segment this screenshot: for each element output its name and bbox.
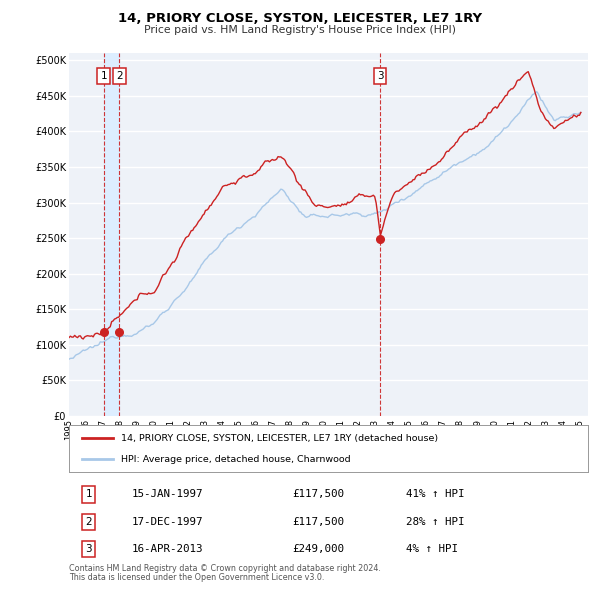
Bar [104, 53, 119, 416]
Text: 2: 2 [85, 517, 92, 527]
Text: 15-JAN-1997: 15-JAN-1997 [131, 490, 203, 499]
Text: 4% ↑ HPI: 4% ↑ HPI [406, 544, 458, 554]
Text: 1: 1 [100, 71, 107, 81]
Text: 14, PRIORY CLOSE, SYSTON, LEICESTER, LE7 1RY (detached house): 14, PRIORY CLOSE, SYSTON, LEICESTER, LE7… [121, 434, 438, 442]
Text: 14, PRIORY CLOSE, SYSTON, LEICESTER, LE7 1RY: 14, PRIORY CLOSE, SYSTON, LEICESTER, LE7… [118, 12, 482, 25]
Text: £117,500: £117,500 [292, 490, 344, 499]
Text: 16-APR-2013: 16-APR-2013 [131, 544, 203, 554]
Text: Contains HM Land Registry data © Crown copyright and database right 2024.: Contains HM Land Registry data © Crown c… [69, 564, 381, 573]
Text: HPI: Average price, detached house, Charnwood: HPI: Average price, detached house, Char… [121, 455, 350, 464]
Text: 1: 1 [85, 490, 92, 499]
Text: Price paid vs. HM Land Registry's House Price Index (HPI): Price paid vs. HM Land Registry's House … [144, 25, 456, 35]
Text: 2: 2 [116, 71, 122, 81]
Text: £117,500: £117,500 [292, 517, 344, 527]
Text: 28% ↑ HPI: 28% ↑ HPI [406, 517, 465, 527]
Text: This data is licensed under the Open Government Licence v3.0.: This data is licensed under the Open Gov… [69, 573, 325, 582]
Text: 17-DEC-1997: 17-DEC-1997 [131, 517, 203, 527]
Text: 3: 3 [85, 544, 92, 554]
Text: 41% ↑ HPI: 41% ↑ HPI [406, 490, 465, 499]
Text: 3: 3 [377, 71, 383, 81]
Text: £249,000: £249,000 [292, 544, 344, 554]
